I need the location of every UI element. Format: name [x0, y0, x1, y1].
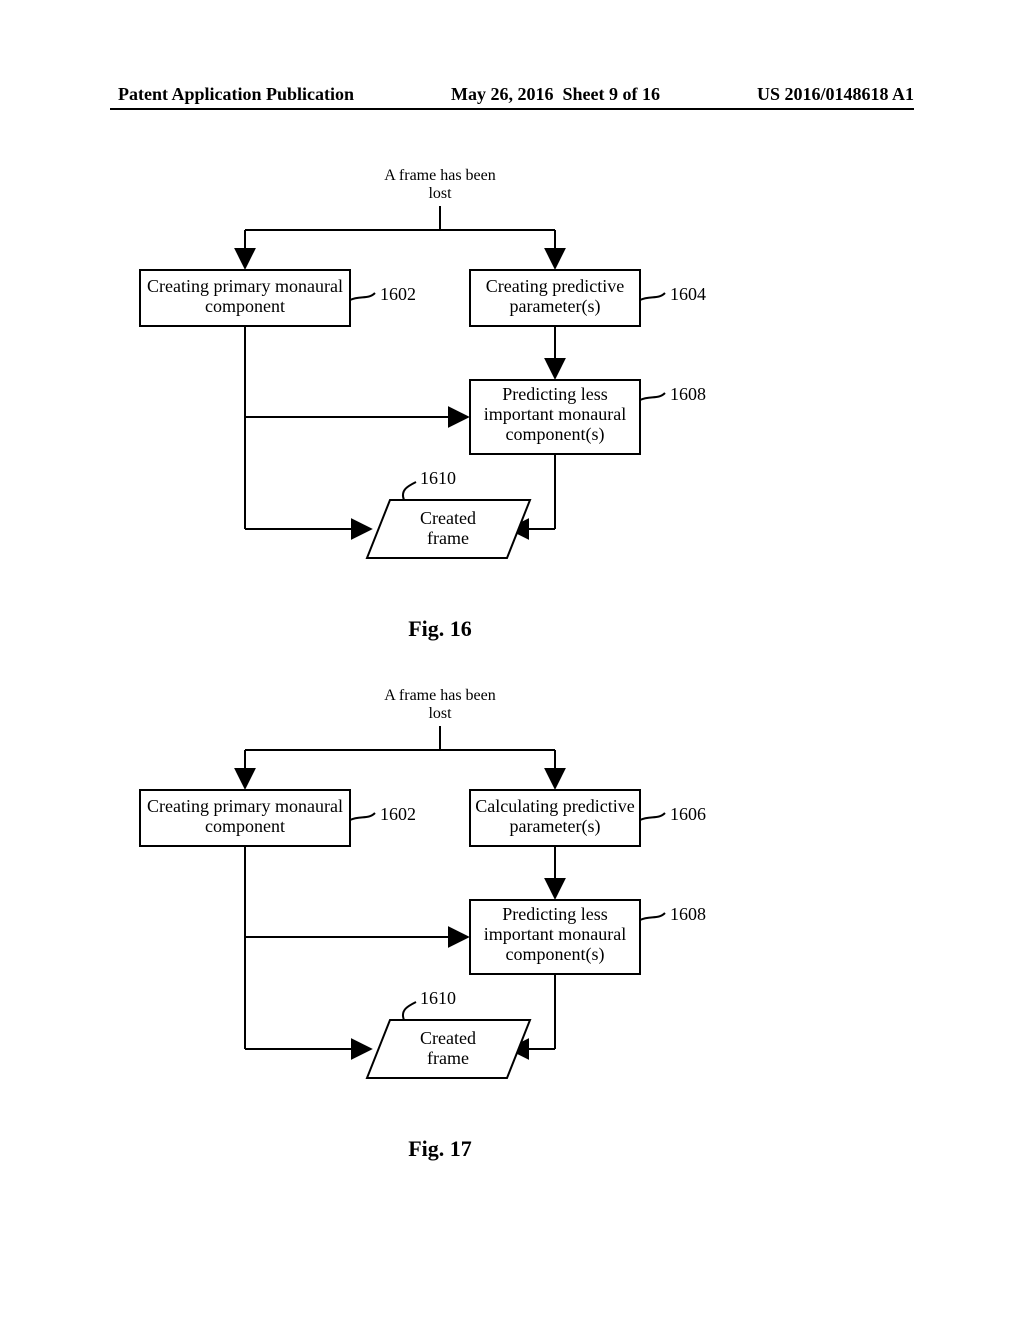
fig16-predbox-l1: Predicting less — [502, 384, 608, 404]
fig17-title: Fig. 17 — [408, 1136, 472, 1161]
fig16-frame-l2: frame — [427, 528, 469, 548]
fig17-leftbox-l1: Creating primary monaural — [147, 796, 343, 816]
fig16-start-line1: A frame has been — [384, 167, 496, 184]
fig16-predbox-l2: important monaural — [484, 404, 626, 424]
fig16-ref1608: 1608 — [670, 384, 706, 404]
fig17-start-line1: A frame has been — [384, 687, 496, 704]
fig16-leftbox-l1: Creating primary monaural — [147, 276, 343, 296]
fig17-predbox-l3: component(s) — [506, 944, 605, 965]
fig16-ref1610: 1610 — [420, 468, 456, 488]
fig17-ref1610-leader — [403, 1002, 416, 1020]
diagrams: A frame has been lost Creating primary m… — [0, 0, 1024, 1320]
fig17-rightbox-l1: Calculating predictive — [475, 796, 634, 816]
fig17-ref1610: 1610 — [420, 988, 456, 1008]
fig17-ref1606-leader — [640, 813, 665, 820]
fig16-title: Fig. 16 — [408, 616, 472, 641]
fig17-predbox-l1: Predicting less — [502, 904, 608, 924]
fig16-rightbox-l1: Creating predictive — [486, 276, 624, 296]
page: Patent Application Publication May 26, 2… — [0, 0, 1024, 1320]
fig17-frame-l1: Created — [420, 1028, 476, 1048]
fig16-ref1608-leader — [640, 393, 665, 400]
fig16-predbox-l3: component(s) — [506, 424, 605, 445]
fig16-group: A frame has been lost Creating primary m… — [140, 167, 706, 641]
fig17-ref1606: 1606 — [670, 804, 706, 824]
fig17-ref1602: 1602 — [380, 804, 416, 824]
fig17-group: A frame has been lost Creating primary m… — [140, 687, 706, 1161]
fig17-rightbox-l2: parameter(s) — [510, 816, 601, 837]
fig16-frame-l1: Created — [420, 508, 476, 528]
fig16-start-line2: lost — [428, 185, 452, 202]
fig16-ref1604: 1604 — [670, 284, 706, 304]
fig16-leftbox-l2: component — [205, 296, 285, 316]
fig17-frame-l2: frame — [427, 1048, 469, 1068]
fig17-ref1608: 1608 — [670, 904, 706, 924]
fig16-ref1602-leader — [350, 293, 375, 300]
fig17-start-line2: lost — [428, 705, 452, 722]
fig17-ref1602-leader — [350, 813, 375, 820]
fig16-ref1602: 1602 — [380, 284, 416, 304]
fig17-ref1608-leader — [640, 913, 665, 920]
fig16-ref1604-leader — [640, 293, 665, 300]
fig16-ref1610-leader — [403, 482, 416, 500]
fig16-rightbox-l2: parameter(s) — [510, 296, 601, 317]
fig17-leftbox-l2: component — [205, 816, 285, 836]
fig17-predbox-l2: important monaural — [484, 924, 626, 944]
